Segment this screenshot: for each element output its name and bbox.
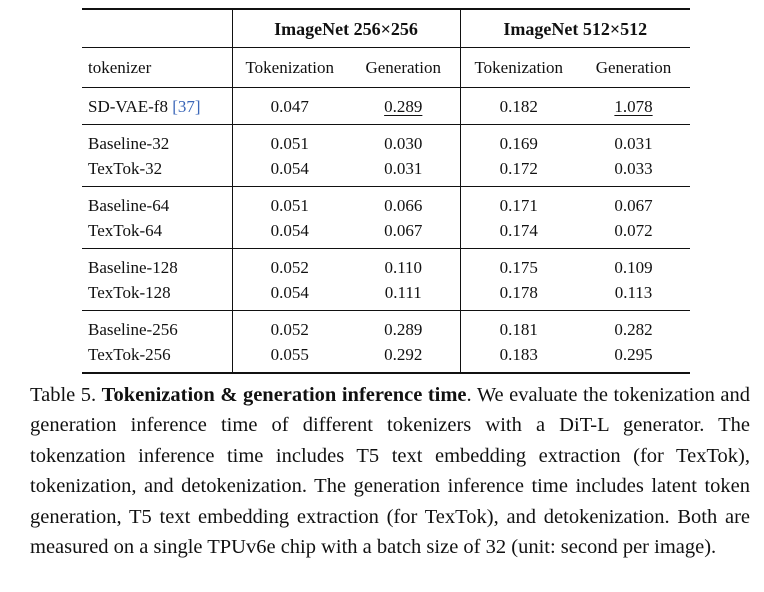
table-cell: 0.031	[577, 124, 690, 156]
table-cell: 0.054	[270, 283, 309, 302]
table-cell: 0.174	[499, 221, 538, 240]
underlined-value: 1.078	[614, 97, 653, 116]
group-header-256: ImageNet 256×256	[232, 10, 461, 48]
table-cell: 0.175	[460, 248, 577, 280]
group-header-row: ImageNet 256×256 ImageNet 512×512	[82, 10, 690, 48]
table-cell: 0.181	[460, 310, 577, 342]
row-name: Baseline-64	[82, 186, 233, 218]
table-cell-underlined: 0.289	[347, 87, 461, 125]
caption-bold-title: Tokenization & generation inference time	[101, 384, 467, 406]
table-cell: 0.030	[347, 124, 461, 156]
citation-link[interactable]: [37]	[172, 97, 201, 116]
table-cell-underlined: 1.078	[577, 88, 690, 125]
table-caption: Table 5. Tokenization & generation infer…	[30, 380, 750, 562]
row-name: TexTok-32	[82, 156, 233, 187]
table-cell: 0.292	[347, 342, 461, 374]
table-cell: 0.169	[460, 124, 577, 156]
table-cell: 0.109	[577, 248, 690, 280]
table-cell: 0.055	[232, 342, 347, 374]
results-table-container: ImageNet 256×256 ImageNet 512×512 tokeni…	[82, 8, 690, 374]
table-cell: 0.054	[270, 159, 309, 178]
col-header-generation-512: Generation	[577, 47, 690, 88]
table-row: TexTok-64 0.054 0.067 0.174 0.072	[82, 218, 690, 249]
empty-header-cell	[82, 10, 233, 48]
table-row: TexTok-256 0.055 0.292 0.183 0.295	[82, 342, 690, 374]
table-cell: 0.072	[614, 221, 653, 240]
col-header-tokenizer: tokenizer	[82, 47, 233, 88]
caption-body: . We evaluate the tokenization and gener…	[30, 384, 751, 559]
col-header-tokenization-512: Tokenization	[460, 47, 577, 88]
table-row-sd-vae: SD-VAE-f8 [37] 0.047 0.289 0.182 1.078	[82, 87, 690, 125]
col-header-generation-256: Generation	[347, 47, 461, 88]
table-cell: 0.054	[270, 221, 309, 240]
table-cell: 0.066	[347, 186, 461, 218]
table-cell: 0.178	[499, 283, 538, 302]
row-name: Baseline-32	[82, 124, 233, 156]
table-cell: 0.067	[347, 218, 461, 249]
caption-label: Table 5.	[30, 384, 97, 406]
row-name: Baseline-256	[82, 310, 233, 342]
table-cell: 0.031	[347, 156, 461, 187]
table-row: Baseline-256 0.052 0.289 0.181 0.282	[82, 310, 690, 342]
table-cell: 0.052	[232, 310, 347, 342]
row-name: TexTok-256	[82, 342, 233, 374]
table-cell: 0.110	[347, 248, 461, 280]
table-row: TexTok-32 0.054 0.031 0.172 0.033	[82, 156, 690, 187]
table-cell: 0.182	[499, 97, 538, 116]
underlined-value: 0.289	[384, 97, 423, 116]
table-cell: 0.051	[232, 124, 347, 156]
results-table: ImageNet 256×256 ImageNet 512×512 tokeni…	[82, 8, 690, 374]
table-cell: 0.183	[460, 342, 577, 374]
table-cell: 0.052	[232, 248, 347, 280]
table-row: TexTok-128 0.054 0.111 0.178 0.113	[82, 280, 690, 311]
table-row: Baseline-64 0.051 0.066 0.171 0.067	[82, 186, 690, 218]
table-cell: 0.051	[232, 186, 347, 218]
col-header-tokenization-256: Tokenization	[232, 47, 347, 88]
table-cell: 0.033	[614, 159, 653, 178]
table-cell: 0.047	[270, 97, 309, 116]
table-cell: 0.172	[499, 159, 538, 178]
row-name: TexTok-64	[82, 218, 233, 249]
group-header-512: ImageNet 512×512	[503, 18, 648, 39]
table-row: Baseline-128 0.052 0.110 0.175 0.109	[82, 248, 690, 280]
table-row: Baseline-32 0.051 0.030 0.169 0.031	[82, 124, 690, 156]
table-cell: 0.111	[347, 280, 461, 311]
column-header-row: tokenizer Tokenization Generation Tokeni…	[82, 47, 690, 88]
table-cell: 0.295	[577, 342, 690, 374]
row-name-text: SD-VAE-f8	[88, 97, 168, 116]
table-cell: 0.289	[347, 310, 461, 342]
row-name: Baseline-128	[82, 248, 233, 280]
row-name: TexTok-128	[82, 280, 233, 311]
table-cell: 0.282	[577, 310, 690, 342]
row-name: SD-VAE-f8 [37]	[82, 87, 233, 125]
table-cell: 0.067	[577, 186, 690, 218]
table-cell: 0.113	[614, 283, 653, 302]
table-cell: 0.171	[460, 186, 577, 218]
